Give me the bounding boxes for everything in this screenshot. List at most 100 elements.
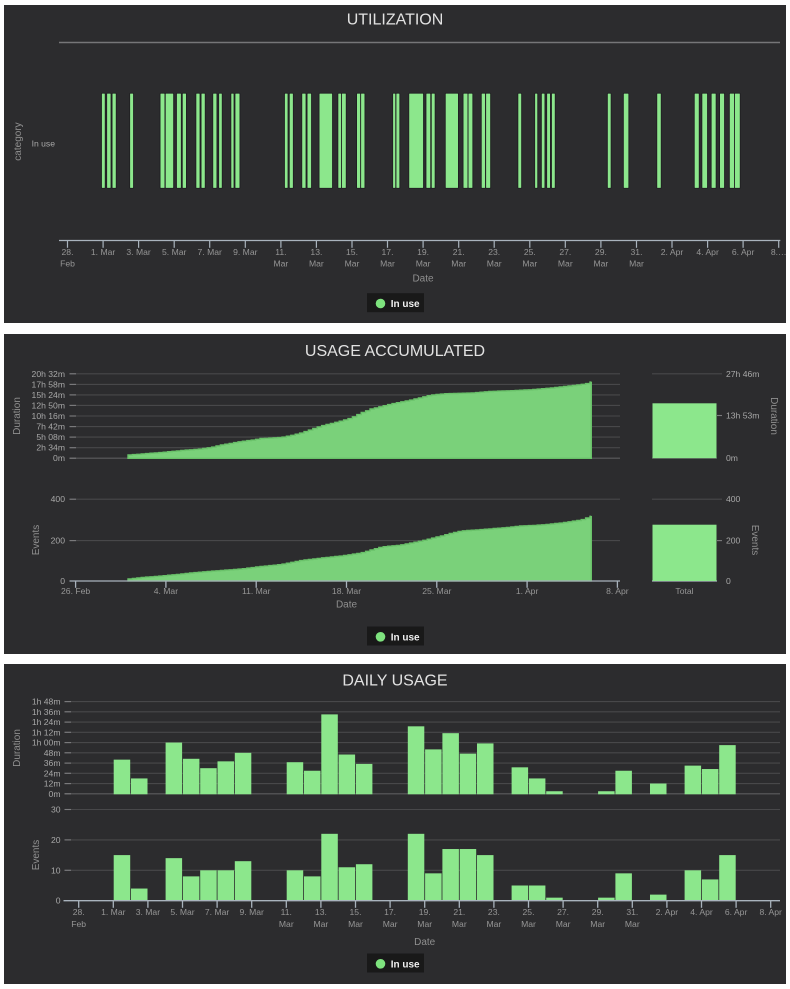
svg-text:Mar: Mar <box>416 259 431 269</box>
svg-text:Mar: Mar <box>521 919 536 929</box>
svg-text:Mar: Mar <box>625 919 640 929</box>
svg-text:15.: 15. <box>350 907 362 917</box>
svg-text:23.: 23. <box>488 247 500 257</box>
svg-text:0m: 0m <box>726 453 738 463</box>
svg-text:23.: 23. <box>488 907 500 917</box>
svg-text:Mar: Mar <box>348 919 363 929</box>
svg-text:6. Apr: 6. Apr <box>725 907 748 917</box>
svg-text:5. Mar: 5. Mar <box>162 247 186 257</box>
svg-text:28.: 28. <box>62 247 74 257</box>
svg-text:11. Mar: 11. Mar <box>242 586 271 596</box>
svg-text:Events: Events <box>749 525 760 556</box>
svg-text:Mar: Mar <box>452 919 467 929</box>
svg-text:0m: 0m <box>49 789 61 799</box>
svg-text:5h 08m: 5h 08m <box>36 432 65 442</box>
svg-text:13.: 13. <box>315 907 327 917</box>
svg-text:15h 24m: 15h 24m <box>32 390 65 400</box>
svg-text:Mar: Mar <box>629 259 644 269</box>
svg-text:In use: In use <box>391 299 420 310</box>
svg-text:Total: Total <box>675 586 693 596</box>
svg-text:Mar: Mar <box>486 919 501 929</box>
svg-text:0m: 0m <box>53 453 65 463</box>
svg-text:7h 42m: 7h 42m <box>36 422 65 432</box>
svg-text:0: 0 <box>726 576 731 586</box>
svg-text:30: 30 <box>51 805 61 815</box>
svg-text:19.: 19. <box>419 907 431 917</box>
svg-text:Date: Date <box>414 937 436 948</box>
svg-text:7. Mar: 7. Mar <box>205 907 229 917</box>
svg-text:17h 58m: 17h 58m <box>32 379 65 389</box>
svg-text:10h 16m: 10h 16m <box>32 411 65 421</box>
svg-text:12h 50m: 12h 50m <box>32 400 65 410</box>
svg-text:Feb: Feb <box>71 919 86 929</box>
svg-text:8. Apr: 8. Apr <box>606 586 629 596</box>
svg-text:4. Mar: 4. Mar <box>154 586 178 596</box>
svg-text:400: 400 <box>726 494 741 504</box>
svg-text:28.: 28. <box>73 907 85 917</box>
svg-text:31.: 31. <box>626 907 638 917</box>
svg-text:USAGE ACCUMULATED: USAGE ACCUMULATED <box>305 343 485 360</box>
svg-text:9. Mar: 9. Mar <box>240 907 264 917</box>
svg-text:Duration: Duration <box>12 729 23 767</box>
svg-text:Mar: Mar <box>279 919 294 929</box>
svg-text:Mar: Mar <box>313 919 328 929</box>
svg-text:8.…: 8.… <box>771 247 787 257</box>
svg-text:category: category <box>13 122 24 160</box>
svg-text:15.: 15. <box>346 247 358 257</box>
svg-text:Events: Events <box>31 525 42 556</box>
svg-text:In use: In use <box>32 139 56 149</box>
svg-text:29.: 29. <box>595 247 607 257</box>
svg-text:Feb: Feb <box>60 259 75 269</box>
svg-text:Duration: Duration <box>768 397 779 435</box>
svg-text:Mar: Mar <box>380 259 395 269</box>
svg-text:8. Apr: 8. Apr <box>759 907 782 917</box>
svg-text:In use: In use <box>391 632 420 643</box>
svg-text:2h 34m: 2h 34m <box>36 443 65 453</box>
svg-text:7. Mar: 7. Mar <box>198 247 222 257</box>
svg-text:5. Mar: 5. Mar <box>170 907 194 917</box>
svg-text:29.: 29. <box>592 907 604 917</box>
svg-text:Mar: Mar <box>417 919 432 929</box>
svg-text:Mar: Mar <box>451 259 466 269</box>
svg-text:17.: 17. <box>384 907 396 917</box>
svg-text:1. Apr: 1. Apr <box>516 586 539 596</box>
svg-text:1h 12m: 1h 12m <box>32 727 61 737</box>
svg-text:1h 36m: 1h 36m <box>32 707 61 717</box>
svg-text:4. Apr: 4. Apr <box>690 907 713 917</box>
svg-text:13.: 13. <box>310 247 322 257</box>
svg-text:Date: Date <box>336 600 358 611</box>
svg-text:1. Mar: 1. Mar <box>101 907 125 917</box>
svg-text:Mar: Mar <box>309 259 324 269</box>
svg-text:11.: 11. <box>281 907 292 917</box>
svg-text:4. Apr: 4. Apr <box>696 247 719 257</box>
svg-text:25.: 25. <box>524 247 536 257</box>
svg-text:Date: Date <box>412 273 434 284</box>
svg-text:Mar: Mar <box>558 259 573 269</box>
svg-text:19.: 19. <box>417 247 429 257</box>
svg-text:Mar: Mar <box>383 919 398 929</box>
svg-text:13h 53m: 13h 53m <box>726 411 759 421</box>
svg-text:Mar: Mar <box>345 259 360 269</box>
svg-text:Mar: Mar <box>593 259 608 269</box>
svg-text:2. Apr: 2. Apr <box>656 907 679 917</box>
svg-text:6. Apr: 6. Apr <box>732 247 755 257</box>
svg-text:1h 24m: 1h 24m <box>32 717 61 727</box>
svg-text:20h 32m: 20h 32m <box>32 369 65 379</box>
svg-text:2. Apr: 2. Apr <box>661 247 684 257</box>
svg-text:27.: 27. <box>559 247 571 257</box>
svg-text:18. Mar: 18. Mar <box>332 586 361 596</box>
svg-text:25.: 25. <box>523 907 535 917</box>
svg-text:3. Mar: 3. Mar <box>136 907 160 917</box>
svg-text:1. Mar: 1. Mar <box>91 247 115 257</box>
svg-text:Mar: Mar <box>590 919 605 929</box>
svg-text:Mar: Mar <box>522 259 537 269</box>
svg-text:Mar: Mar <box>487 259 502 269</box>
svg-text:21.: 21. <box>453 907 465 917</box>
svg-text:27.: 27. <box>557 907 569 917</box>
svg-text:26. Feb: 26. Feb <box>61 586 90 596</box>
svg-text:0: 0 <box>56 896 61 906</box>
svg-text:11.: 11. <box>275 247 286 257</box>
svg-text:400: 400 <box>51 494 66 504</box>
svg-text:200: 200 <box>726 536 741 546</box>
svg-text:UTILIZATION: UTILIZATION <box>347 12 444 29</box>
